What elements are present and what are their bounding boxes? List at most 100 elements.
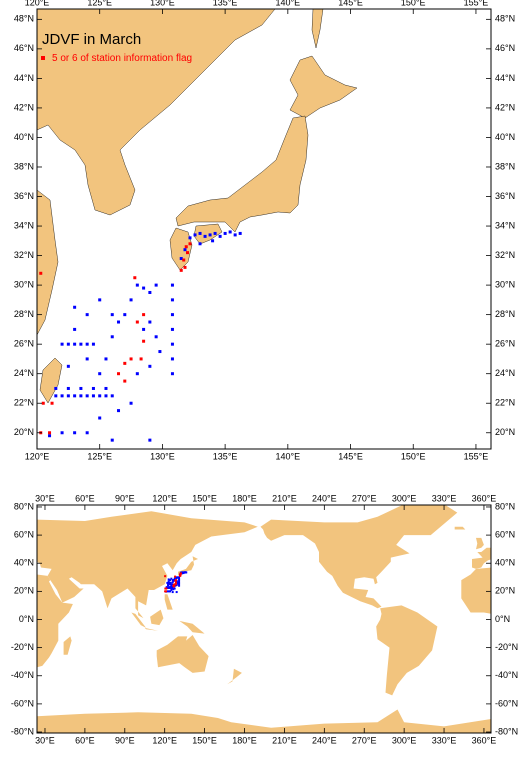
station: [129, 357, 133, 361]
x-tick-label: 155°E: [464, 451, 489, 461]
station: [175, 579, 178, 582]
station: [60, 342, 64, 346]
station: [110, 335, 114, 339]
station: [171, 581, 174, 584]
station: [171, 591, 174, 594]
y-tick-label: 32°N: [495, 250, 515, 260]
continent: [179, 620, 205, 634]
frame: [36, 504, 492, 734]
station: [178, 583, 181, 586]
y-tick-label: 30°N: [14, 279, 34, 289]
station: [176, 576, 179, 579]
station: [154, 335, 158, 339]
station: [54, 394, 58, 398]
y-tick-label: 0°N: [19, 614, 34, 624]
y-tick-label: 36°N: [495, 191, 515, 201]
station: [175, 591, 178, 594]
y-tick-label: 40°N: [495, 132, 515, 142]
station: [176, 581, 179, 584]
y-tick-label: 32°N: [14, 250, 34, 260]
station: [182, 572, 185, 575]
station: [123, 379, 127, 383]
station: [60, 394, 64, 398]
station: [203, 234, 207, 238]
station: [178, 580, 181, 583]
station: [73, 342, 77, 346]
x-tick-label: 135°E: [213, 0, 238, 7]
station: [180, 572, 183, 575]
x-tick-label: 135°E: [213, 451, 238, 461]
x-tick-label: 145°E: [338, 0, 363, 7]
y-tick-label: 30°N: [495, 279, 515, 289]
x-tick-label: 140°E: [276, 0, 301, 7]
y-tick-label: -60°N: [11, 698, 34, 708]
continent: [472, 547, 491, 569]
station: [48, 434, 52, 438]
y-tick-label: 22°N: [14, 398, 34, 408]
y-tick-label: 20°N: [14, 586, 34, 596]
y-tick-label: 28°N: [495, 309, 515, 319]
station: [39, 271, 43, 275]
station: [170, 357, 174, 361]
continent: [150, 609, 164, 626]
x-tick-label: 120°E: [152, 735, 177, 745]
station: [148, 364, 152, 368]
continent: [178, 556, 198, 576]
station: [104, 386, 108, 390]
x-tick-label: 360°E: [472, 493, 497, 503]
station: [41, 401, 45, 405]
station: [188, 236, 192, 240]
y-tick-label: 24°N: [495, 368, 515, 378]
y-tick-label: 34°N: [495, 220, 515, 230]
station: [48, 431, 52, 435]
x-tick-label: 150°E: [192, 735, 217, 745]
y-tick-label: -40°N: [11, 670, 34, 680]
x-tick-label: 30°E: [35, 735, 55, 745]
x-tick-label: 240°E: [312, 493, 337, 503]
stations-map1: [39, 230, 242, 442]
world-land: [37, 505, 491, 733]
station: [123, 361, 127, 365]
station: [218, 234, 222, 238]
station: [73, 327, 77, 331]
station: [171, 583, 174, 586]
station: [179, 268, 183, 272]
continent: [454, 526, 466, 530]
station: [85, 431, 89, 435]
station: [165, 590, 168, 593]
station: [185, 571, 188, 574]
y-tick-label: 38°N: [14, 161, 34, 171]
station: [178, 584, 181, 587]
station: [178, 574, 181, 577]
y-tick-label: -40°N: [495, 670, 518, 680]
y-tick-label: -80°N: [11, 726, 34, 736]
y-tick-label: 44°N: [14, 73, 34, 83]
x-tick-label: 30°E: [35, 493, 55, 503]
station: [142, 327, 146, 331]
station: [79, 394, 83, 398]
station: [66, 394, 70, 398]
station: [148, 320, 152, 324]
station: [174, 584, 177, 587]
station: [169, 586, 172, 589]
x-tick-label: 150°E: [401, 0, 426, 7]
station: [98, 298, 102, 302]
station: [175, 581, 178, 584]
station: [173, 583, 176, 586]
station: [170, 342, 174, 346]
station: [179, 257, 183, 261]
station: [169, 590, 172, 593]
continent: [260, 505, 458, 609]
station: [135, 283, 139, 287]
station: [66, 342, 70, 346]
station: [170, 298, 174, 302]
continent: [476, 537, 484, 550]
continent: [376, 605, 438, 696]
x-tick-label: 155°E: [464, 0, 489, 7]
x-tick-label: 270°E: [352, 493, 377, 503]
continent: [37, 574, 73, 668]
station: [174, 583, 177, 586]
station: [170, 584, 173, 587]
station: [182, 258, 186, 262]
